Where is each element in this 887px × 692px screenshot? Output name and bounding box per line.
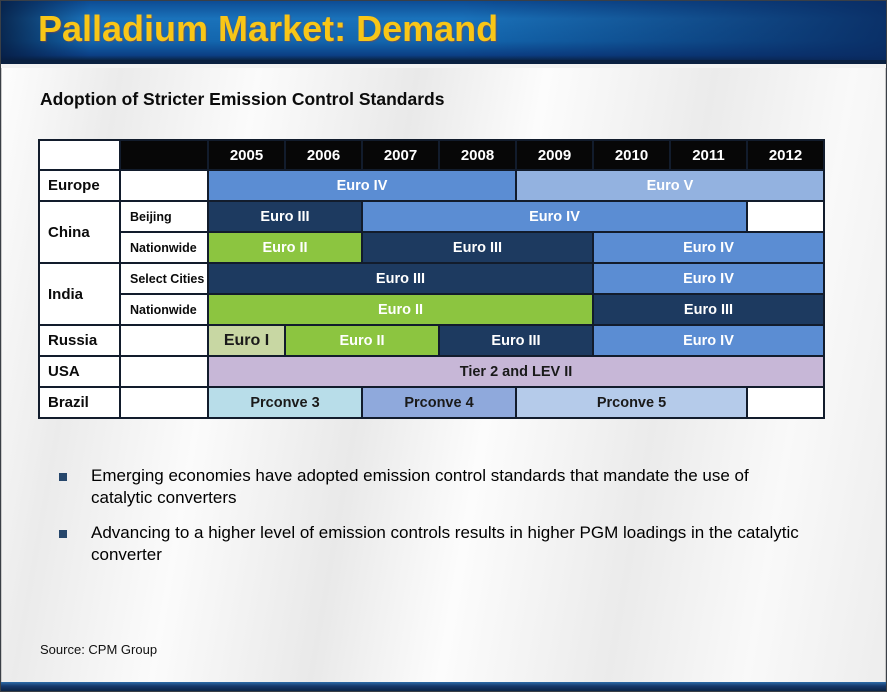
table-row: India Select Cities Euro III Euro IV bbox=[38, 262, 825, 326]
table-row: Russia Euro I Euro II Euro III Euro IV bbox=[38, 324, 825, 357]
region-cell: Select Cities bbox=[119, 262, 209, 295]
bullet-list: Emerging economies have adopted emission… bbox=[59, 465, 885, 567]
country-cell: China bbox=[38, 200, 121, 264]
standard-bar: Euro IV bbox=[361, 200, 748, 233]
year-header-cell: 2011 bbox=[669, 139, 748, 171]
region-cell bbox=[119, 324, 209, 357]
country-cell: Brazil bbox=[38, 386, 121, 419]
country-cell: India bbox=[38, 262, 121, 326]
page-title: Palladium Market: Demand bbox=[38, 8, 499, 49]
region-cell: Nationwide bbox=[119, 293, 209, 326]
list-item: Emerging economies have adopted emission… bbox=[59, 465, 885, 510]
section-heading: Adoption of Stricter Emission Control St… bbox=[40, 89, 445, 109]
standard-bar: Euro II bbox=[207, 293, 594, 326]
year-header-cell: 2010 bbox=[592, 139, 671, 171]
year-header-cell: 2008 bbox=[438, 139, 517, 171]
bullet-square-icon bbox=[59, 529, 67, 538]
standard-bar: Prconve 4 bbox=[361, 386, 517, 419]
bottom-accent-bar bbox=[1, 682, 886, 691]
list-item: Advancing to a higher level of emission … bbox=[59, 522, 885, 567]
year-header-cell: 2007 bbox=[361, 139, 440, 171]
region-cell bbox=[119, 355, 209, 388]
table-row: USA Tier 2 and LEV II bbox=[38, 355, 825, 388]
region-cell: Beijing bbox=[119, 200, 209, 233]
bullet-text: Advancing to a higher level of emission … bbox=[91, 522, 799, 565]
table-row: Nationwide Euro II Euro III Euro IV bbox=[39, 231, 825, 264]
table-row: Brazil Prconve 3 Prconve 4 Prconve 5 bbox=[38, 386, 825, 419]
standard-bar: Euro III bbox=[361, 231, 594, 264]
table-row: China Beijing Euro III Euro IV bbox=[38, 200, 825, 264]
region-cell bbox=[119, 169, 209, 202]
header-blank-country bbox=[38, 139, 121, 171]
bullet-text: Emerging economies have adopted emission… bbox=[91, 466, 749, 508]
empty-cell bbox=[746, 200, 825, 233]
country-cell: Russia bbox=[38, 324, 121, 357]
standard-bar: Prconve 5 bbox=[515, 386, 748, 419]
country-cell: Europe bbox=[38, 169, 121, 202]
country-cell: USA bbox=[38, 355, 121, 388]
standard-bar: Euro I bbox=[207, 324, 286, 357]
region-cell bbox=[119, 386, 209, 419]
standard-bar: Euro II bbox=[207, 231, 363, 264]
standard-bar: Euro III bbox=[592, 293, 825, 326]
standard-bar: Tier 2 and LEV II bbox=[207, 355, 825, 388]
standard-bar: Euro III bbox=[207, 262, 594, 295]
year-header-cell: 2006 bbox=[284, 139, 363, 171]
standard-bar: Euro IV bbox=[592, 231, 825, 264]
table-row: Europe Euro IV Euro V bbox=[38, 169, 825, 202]
year-header-cell: 2012 bbox=[746, 139, 825, 171]
title-banner: Palladium Market: Demand bbox=[1, 1, 886, 64]
standard-bar: Prconve 3 bbox=[207, 386, 363, 419]
year-header-cell: 2005 bbox=[207, 139, 286, 171]
standard-bar: Euro III bbox=[438, 324, 594, 357]
standard-bar: Euro III bbox=[207, 200, 363, 233]
standard-bar: Euro II bbox=[284, 324, 440, 357]
standard-bar: Euro IV bbox=[592, 262, 825, 295]
content-area: Adoption of Stricter Emission Control St… bbox=[1, 68, 886, 682]
source-note: Source: CPM Group bbox=[40, 642, 158, 657]
region-cell: Nationwide bbox=[119, 231, 209, 264]
standard-bar: Euro IV bbox=[207, 169, 517, 202]
standard-bar: Euro IV bbox=[592, 324, 825, 357]
year-header-cell: 2009 bbox=[515, 139, 594, 171]
table-header-row: 2005 2006 2007 2008 2009 2010 2011 2012 bbox=[38, 139, 825, 171]
standard-bar: Euro V bbox=[515, 169, 825, 202]
header-blank-region bbox=[119, 139, 209, 171]
empty-cell bbox=[746, 386, 825, 419]
standards-table: 2005 2006 2007 2008 2009 2010 2011 2012 Europe Eu… bbox=[38, 139, 825, 419]
bullet-square-icon bbox=[59, 473, 67, 481]
table-row: Nationwide Euro II Euro III bbox=[39, 293, 825, 326]
